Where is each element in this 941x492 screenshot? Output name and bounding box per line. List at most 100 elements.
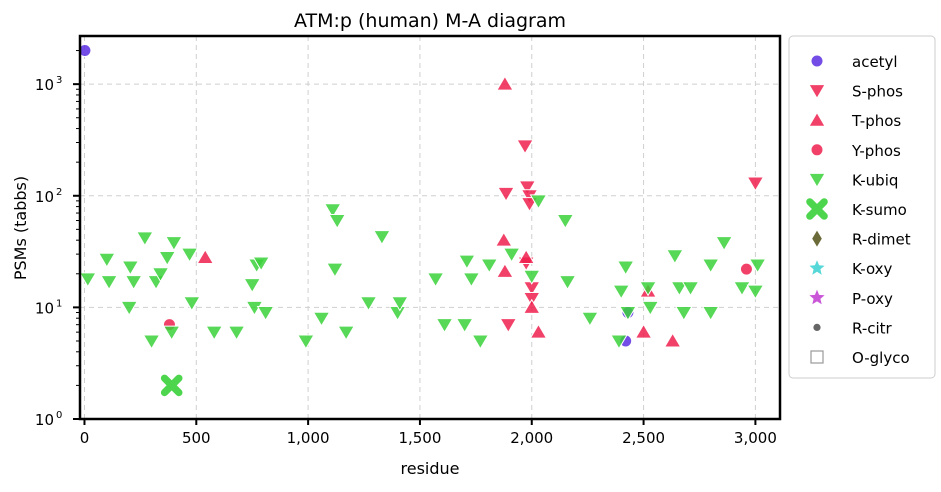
legend-label-k-oxy: K-oxy <box>852 260 893 278</box>
legend-marker-p-oxy <box>809 289 825 305</box>
y-tick-exponent: 2 <box>56 187 62 198</box>
point-k-ubiq <box>715 236 733 252</box>
point-k-ubiq <box>252 256 271 272</box>
point-k-ubiq <box>639 281 657 297</box>
point-t-phos <box>496 75 514 91</box>
point-k-ubiq <box>390 296 409 312</box>
legend-marker-s-phos <box>808 84 826 100</box>
point-k-ubiq <box>142 334 161 350</box>
point-k-ubiq <box>641 300 660 316</box>
legend-label-r-dimet: R-dimet <box>852 231 911 249</box>
x-axis-ticks: 0 500 1,000 1,500 2,000 2,500 3,000 <box>80 419 777 447</box>
point-k-ubiq <box>746 284 765 300</box>
legend-marker-k-oxy <box>809 260 825 275</box>
point-t-phos <box>529 323 548 339</box>
point-k-ubiq <box>581 311 599 327</box>
legend-label-r-citr: R-citr <box>852 319 893 337</box>
point-k-ubiq <box>674 305 693 322</box>
point-k-ubiq <box>162 325 181 341</box>
legend-label-k-sumo: K-sumo <box>852 201 907 219</box>
point-k-ubiq <box>619 305 637 322</box>
legend-marker-k-sumo <box>806 198 828 220</box>
y-tick-exponent: 0 <box>56 410 62 421</box>
legend-marker-t-phos <box>808 111 826 127</box>
y-tick-label: 10 <box>35 76 54 94</box>
legend-label-p-oxy: P-oxy <box>852 290 893 308</box>
point-t-phos <box>634 323 653 339</box>
point-k-ubiq <box>182 296 201 312</box>
y-axis-label: PSMs (tabbs) <box>11 176 30 280</box>
point-k-ubiq <box>326 262 344 278</box>
point-k-ubiq <box>135 231 154 247</box>
point-k-ubiq <box>243 278 262 294</box>
y-tick-label: 10 <box>35 411 54 429</box>
point-k-ubiq <box>256 305 275 322</box>
point-k-ubiq <box>522 269 541 285</box>
y-tick-label: 10 <box>35 188 54 206</box>
x-tick-label: 0 <box>80 429 90 447</box>
legend: acetyl S-phos T-phos Y-phos K-ubiq K-sumo R-di… <box>788 35 936 379</box>
point-k-ubiq <box>120 300 139 316</box>
x-tick-label: 3,000 <box>734 429 777 447</box>
point-k-ubiq <box>455 318 474 334</box>
x-tick-label: 2,500 <box>622 429 665 447</box>
point-k-ubiq <box>670 281 689 297</box>
point-k-ubiq <box>426 272 445 288</box>
x-tick-label: 1,500 <box>398 429 441 447</box>
point-t-phos <box>517 248 536 264</box>
point-t-phos <box>494 231 513 247</box>
point-k-ubiq <box>388 305 407 322</box>
point-k-ubiq <box>529 194 548 210</box>
point-k-ubiq <box>359 296 378 312</box>
legend-label-o-glyco: O-glyco <box>852 349 910 367</box>
point-t-phos <box>496 262 514 278</box>
point-k-ubiq <box>471 334 490 350</box>
point-t-phos <box>196 248 215 264</box>
point-t-phos <box>663 332 682 348</box>
legend-marker-o-glyco <box>810 350 824 364</box>
point-k-ubiq <box>165 236 183 252</box>
point-k-ubiq <box>733 281 751 297</box>
point-k-ubiq <box>297 334 315 350</box>
point-k-ubiq <box>227 325 246 341</box>
legend-label-s-phos: S-phos <box>852 83 903 101</box>
legend-label-t-phos: T-phos <box>851 112 901 130</box>
point-k-ubiq <box>124 275 143 291</box>
point-k-ubiq <box>435 318 454 334</box>
legend-marker-y-phos <box>810 143 824 157</box>
point-s-phos <box>497 186 515 202</box>
point-s-phos <box>516 139 534 155</box>
point-k-ubiq <box>205 325 224 341</box>
x-tick-label: 2,000 <box>510 429 553 447</box>
x-axis-label: residue <box>401 459 460 478</box>
legend-marker-r-dimet <box>812 230 822 247</box>
point-k-ubiq <box>312 311 331 327</box>
point-s-phos <box>746 176 765 192</box>
point-k-ubiq <box>748 258 767 274</box>
point-k-ubiq <box>612 284 631 300</box>
point-y-phos <box>739 262 753 276</box>
legend-marker-k-ubiq <box>808 172 826 188</box>
legend-frame <box>788 35 936 379</box>
point-k-ubiq <box>100 275 118 291</box>
point-k-ubiq <box>480 258 499 274</box>
chart-title: ATM:p (human) M-A diagram <box>294 10 566 32</box>
x-tick-label: 1,000 <box>287 429 330 447</box>
legend-label-acetyl: acetyl <box>852 53 898 71</box>
point-k-ubiq <box>681 281 700 297</box>
point-k-ubiq <box>158 250 177 267</box>
point-k-ubiq <box>701 305 720 322</box>
point-k-ubiq <box>462 272 481 288</box>
point-k-ubiq <box>323 203 342 219</box>
legend-label-k-ubiq: K-ubiq <box>852 171 898 189</box>
point-k-ubiq <box>151 267 170 283</box>
point-s-phos <box>499 318 518 334</box>
point-k-ubiq <box>373 230 391 246</box>
point-k-ubiq <box>558 275 577 291</box>
point-k-ubiq <box>328 214 347 230</box>
point-k-ubiq <box>458 254 476 270</box>
grid <box>80 36 780 420</box>
data-points <box>78 44 767 397</box>
